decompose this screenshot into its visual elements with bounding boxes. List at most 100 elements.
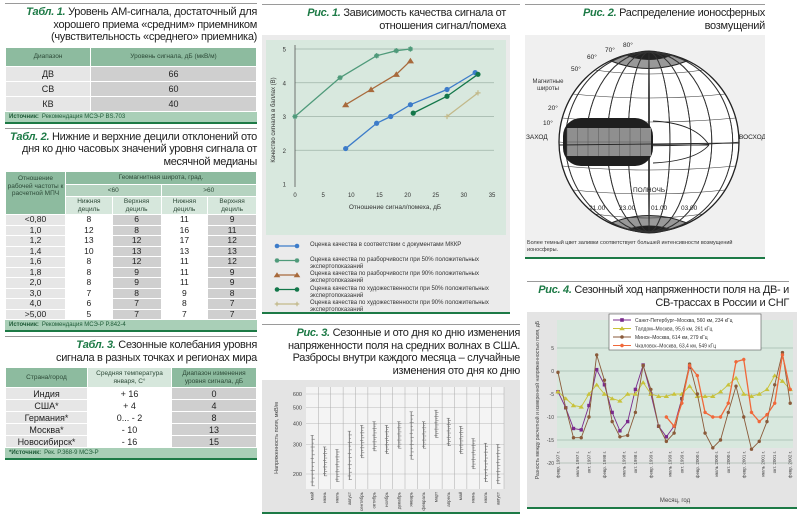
data-point (602, 378, 607, 382)
table-cell: 1,6 (5, 256, 66, 268)
data-point (407, 102, 414, 108)
table-header-row: <60 >60 (6, 184, 257, 197)
time-label: 03.00 (681, 205, 698, 212)
divider (527, 507, 797, 509)
midnight-label: ПОЛНОЧЬ (633, 187, 665, 194)
table-row: <0,80 8 6 11 9 (5, 214, 257, 226)
figure-4-panel: 5 0 -5 -10 -15 -20 Разность между расчетной и … (527, 312, 797, 507)
figure-1-panel: 1 2 3 4 5 0 5 10 15 20 25 30 35 Отношение сигнал/поме… (262, 35, 510, 313)
table-cell: 13 (207, 245, 257, 257)
data-point (671, 391, 677, 396)
table-cell: Уровень сигнала, дБ (мкВ/м) (90, 46, 257, 67)
fig3-caption: Рис. 3. Сезонные и ото дня ко дню измене… (262, 327, 520, 377)
x-tick-label: окт. 1997 г. (586, 451, 591, 473)
fig1-caption: Рис. 1. Зависимость качества сигнала от … (262, 7, 506, 32)
table-cell: 12 (207, 256, 257, 268)
table-row: ДВ 66 (5, 65, 257, 82)
data-point (748, 394, 755, 398)
table-header-row: Нижняя дециль Верхняя дециль Нижняя дециль… (6, 196, 257, 215)
data-point (641, 363, 645, 368)
source-label: Источник: (9, 113, 39, 120)
table-header-row: Страна/город Средняя температура января, … (5, 367, 257, 388)
table-cell: 9 (160, 287, 209, 299)
x-tick-label: июль 1999 г. (668, 451, 673, 477)
data-point (625, 433, 630, 438)
x-tick-label: февр. 2000 г. (695, 451, 700, 478)
x-tick-label: июнь (322, 491, 327, 502)
table-cell: 1,0 (5, 224, 66, 236)
divider (262, 324, 520, 325)
parallel (562, 165, 736, 171)
table-cell: Индия (5, 387, 88, 400)
source-label: Источник: (9, 322, 39, 328)
table-cell: Диапазон изменения уровня сигнала, дБ (171, 367, 257, 388)
data-point (742, 415, 746, 419)
data-point (601, 391, 608, 396)
x-tick-label: окт. 1998 г. (633, 451, 638, 473)
data-point (587, 415, 591, 419)
data-point (618, 429, 622, 433)
table-cell: <60 (65, 184, 162, 197)
parallel (594, 213, 704, 219)
x-tick-label: 25 (432, 193, 439, 199)
x-tick-label: март (433, 492, 438, 502)
table-cell: КВ (5, 95, 91, 112)
time-label: 21.00 (589, 205, 606, 212)
fig4-caption: Рис. 4. Сезонный ход напряженности поля … (527, 284, 789, 309)
divider (5, 3, 257, 4)
data-point (633, 387, 638, 392)
x-tick-label: 20 (404, 193, 411, 199)
x-tick-label: февр. 1998 г. (602, 451, 607, 478)
fig2-caption: Рис. 2. Распределение ионосферных возмущ… (525, 7, 765, 32)
table-cell: Верхняя дециль (207, 196, 257, 215)
data-point (274, 258, 280, 263)
table-row: 3,0 7 8 9 8 (5, 287, 257, 299)
divider (5, 336, 257, 337)
figure-2-note: Более темный цвет заливки соответствует … (527, 240, 733, 253)
west-label: ЗАХОД (526, 134, 548, 141)
legend-label: Талдом–Москва, 95,6 км, 261 кГц (635, 327, 712, 333)
figure-title: Зависимость качества сигнала от отношени… (343, 7, 506, 32)
data-point (695, 373, 700, 378)
table-cell: 8 (207, 287, 257, 299)
x-tick-label: окт. 2000 г. (726, 451, 731, 473)
data-point (410, 110, 416, 116)
table-cell: Нижняя дециль (65, 196, 113, 215)
table-2: Отношение рабочей частоты к расчетной МП… (5, 171, 257, 320)
table-cell: 10 (65, 245, 113, 257)
table-cell: 13 (171, 423, 257, 436)
data-point (756, 391, 762, 396)
divider (5, 121, 257, 124)
data-point (571, 426, 576, 431)
table-row: СВ 60 (5, 80, 257, 97)
table-cell: 8 (171, 411, 257, 424)
data-point (664, 439, 669, 444)
table-cell: Средняя температура января, С° (87, 367, 172, 388)
table-cell: Москва* (5, 423, 88, 436)
time-label: 23.00 (619, 205, 636, 212)
table-cell: 6 (111, 214, 162, 226)
table-1: Диапазон Уровень сигнала, дБ (мкВ/м) ДВ 66 С… (5, 46, 257, 112)
data-point (772, 373, 778, 378)
table-cell: 3,0 (5, 287, 66, 299)
series-line (446, 92, 479, 118)
data-point (602, 383, 607, 387)
data-point (664, 435, 669, 439)
table-cell: 2,0 (5, 277, 66, 289)
data-point (765, 419, 769, 424)
table-cell: 7 (111, 308, 162, 320)
x-tick-label: июль 2000 г. (714, 451, 719, 477)
data-point (587, 403, 591, 408)
table-cell: 40 (90, 95, 257, 112)
data-point (620, 343, 624, 348)
data-point (741, 391, 747, 396)
table-row: 4,0 6 7 8 7 (5, 298, 257, 310)
data-point (337, 75, 343, 81)
data-point (726, 401, 730, 405)
data-point (594, 382, 600, 387)
source-text: Рекомендация МСЭ-Р BS.703 (41, 113, 126, 120)
data-point (274, 243, 280, 249)
data-point (578, 404, 584, 409)
figure-4-chart: 5 0 -5 -10 -15 -20 Разность между расчетной и … (534, 313, 793, 504)
data-point (274, 287, 280, 292)
